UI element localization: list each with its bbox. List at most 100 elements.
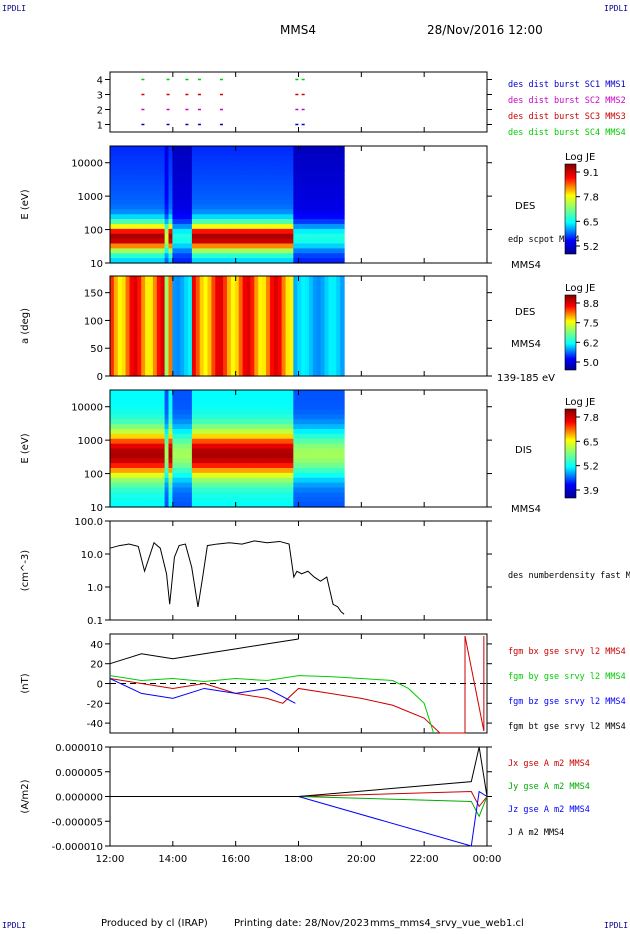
des-pitch-heatmap-cell: [246, 371, 252, 377]
des-pitch-heatmap-cell: [308, 292, 314, 298]
dis-energy-heatmap-cell: [180, 414, 185, 420]
des-pitch-heatmap-cell: [117, 338, 123, 344]
dis-energy-heatmap-cell: [262, 497, 267, 503]
des-pitch-heatmap-cell: [340, 338, 345, 344]
dis-energy-heatmap-cell: [199, 468, 205, 474]
dis-energy-heatmap-cell: [254, 443, 259, 450]
des-pitch-colorbar-tick-label: 8.8: [583, 299, 599, 310]
des-pitch-heatmap-cell: [172, 355, 177, 360]
des-energy-heatmap-cell: [168, 194, 174, 201]
des-energy-heatmap-cell: [168, 160, 174, 167]
dis-energy-heatmap-cell: [211, 458, 216, 464]
des-energy-heatmap-cell: [277, 253, 283, 259]
des-energy-heatmap-cell: [113, 165, 119, 171]
des-pitch-heatmap-cell: [227, 342, 232, 348]
dis-energy-heatmap-cell: [238, 443, 244, 450]
des-pitch-heatmap-cell: [336, 346, 341, 352]
dis-energy-heatmap-cell: [176, 404, 181, 411]
des-energy-heatmap-cell: [281, 165, 287, 171]
dis-energy-heatmap-cell: [156, 453, 162, 459]
des-energy-heatmap-cell: [301, 258, 306, 264]
dis-energy-heatmap-cell: [141, 424, 146, 430]
dis-energy-heatmap-cell: [269, 429, 275, 435]
dis-energy-heatmap-cell: [121, 394, 127, 401]
dis-energy-heatmap-cell: [328, 438, 333, 445]
des-pitch-heatmap-cell: [328, 321, 333, 327]
dis-energy-heatmap-cell: [238, 458, 244, 464]
des-pitch-heatmap-cell: [301, 371, 306, 377]
des-pitch-heatmap-cell: [168, 346, 174, 352]
des-energy-heatmap-cell: [184, 146, 189, 152]
des-energy-heatmap-cell: [117, 209, 123, 215]
des-energy-heatmap-cell: [176, 228, 181, 235]
des-pitch-heatmap-cell: [250, 330, 255, 335]
des-pitch-heatmap-cell: [164, 276, 170, 281]
dis-energy-heatmap-cell: [277, 390, 283, 396]
burst-legend-entry: des dist burst SC1 MMS1: [508, 80, 626, 90]
dis-energy-heatmap-cell: [184, 433, 189, 440]
des-pitch-heatmap-cell: [117, 371, 123, 377]
des-energy-heatmap-cell: [262, 150, 267, 157]
dis-energy-heatmap-cell: [117, 443, 123, 450]
des-energy-heatmap-cell: [113, 146, 119, 152]
des-energy-heatmap-cell: [266, 194, 271, 201]
dis-energy-heatmap-cell: [258, 390, 263, 396]
des-pitch-heatmap-cell: [332, 292, 337, 298]
des-pitch-heatmap-cell: [281, 317, 287, 323]
des-pitch-heatmap-cell: [254, 313, 259, 319]
des-energy-heatmap-cell: [308, 175, 314, 181]
dis-energy-heatmap-cell: [277, 448, 283, 454]
des-energy-heatmap-cell: [316, 160, 322, 167]
des-pitch-heatmap-cell: [273, 351, 279, 356]
des-energy-heatmap-cell: [312, 233, 318, 240]
des-energy-heatmap-cell: [316, 165, 322, 171]
des-pitch-heatmap-cell: [168, 334, 174, 340]
des-pitch-heatmap-cell: [152, 338, 158, 344]
des-energy-heatmap-cell: [316, 219, 322, 225]
des-energy-heatmap-cell: [172, 233, 177, 240]
des-energy-heatmap-cell: [308, 160, 314, 167]
des-energy-heatmap-cell: [242, 224, 248, 230]
des-energy-heatmap-cell: [285, 199, 291, 206]
des-pitch-heatmap-cell: [203, 363, 209, 369]
des-energy-heatmap-cell: [203, 228, 209, 235]
des-pitch-heatmap-cell: [211, 326, 216, 331]
dis-energy-heatmap-cell: [297, 433, 302, 440]
dis-energy-heatmap-cell: [113, 394, 119, 401]
dis-energy-heatmap-cell: [141, 399, 146, 406]
des-pitch-heatmap-cell: [129, 313, 135, 319]
des-energy-heatmap-cell: [156, 243, 162, 249]
des-energy-heatmap-cell: [277, 228, 283, 235]
des-energy-heatmap-cell: [328, 155, 333, 162]
dis-energy-heatmap-cell: [285, 492, 291, 498]
des-pitch-heatmap-cell: [129, 280, 135, 285]
des-pitch-heatmap-cell: [110, 367, 115, 373]
dis-energy-heatmap-cell: [172, 424, 177, 430]
dis-energy-heatmap-cell: [215, 497, 220, 503]
des-energy-heatmap-cell: [129, 214, 135, 220]
des-pitch-heatmap-cell: [328, 280, 333, 285]
des-pitch-heatmap-cell: [164, 355, 170, 360]
dis-energy-heatmap-cell: [113, 429, 119, 435]
des-pitch-heatmap-cell: [110, 346, 115, 352]
dis-energy-heatmap-cell: [308, 443, 314, 450]
des-pitch-heatmap-cell: [246, 334, 252, 340]
dis-energy-heatmap-cell: [266, 458, 271, 464]
des-energy-heatmap-cell: [320, 209, 326, 215]
des-pitch-heatmap-cell: [191, 276, 197, 281]
des-energy-heatmap-cell: [219, 155, 224, 162]
dis-energy-heatmap-cell: [328, 443, 333, 450]
des-energy-heatmap-cell: [258, 189, 263, 196]
des-energy-heatmap-cell: [121, 214, 127, 220]
des-pitch-heatmap-cell: [215, 363, 220, 369]
des-pitch-heatmap-cell: [223, 305, 228, 310]
dis-energy-heatmap-cell: [195, 438, 201, 445]
des-energy-heatmap-cell: [129, 243, 135, 249]
dis-energy-colorbar: [564, 408, 577, 499]
des-pitch-heatmap-cell: [121, 359, 127, 365]
dis-energy-heatmap-cell: [250, 472, 255, 479]
dis-energy-heatmap-cell: [137, 409, 142, 415]
des-energy-heatmap-cell: [312, 155, 318, 162]
des-energy-heatmap-cell: [301, 219, 306, 225]
dis-energy-heatmap-cell: [152, 399, 158, 406]
